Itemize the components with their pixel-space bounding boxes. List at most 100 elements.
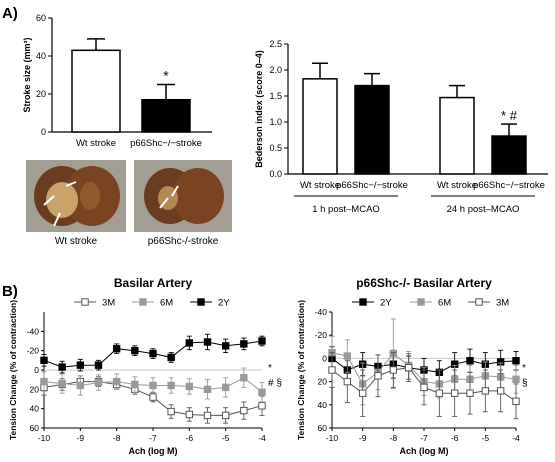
brain-label-wt: Wt stroke <box>55 236 98 247</box>
chart-stroke-size: 0 20 40 60 Stroke size (mm³) Wt stroke * p66Shc… <box>22 13 212 149</box>
bar <box>71 49 121 133</box>
significance-mark: # § <box>268 378 282 389</box>
y-tick-label: -40 <box>27 326 40 336</box>
y-tick-label: 40 <box>36 51 46 61</box>
legend-label: 6M <box>438 298 451 309</box>
legend: 2Y 6M 3M <box>352 298 509 309</box>
y-tick-label: 60 <box>36 13 46 23</box>
data-point <box>420 383 428 392</box>
x-tick-label: -9 <box>359 433 367 443</box>
data-point <box>328 366 336 374</box>
y-tick-label: -20 <box>27 346 40 356</box>
brain-label-p66: p66Shc-/-stroke <box>148 236 219 247</box>
data-point <box>203 338 212 346</box>
y-axis-label: Stroke size (mm³) <box>22 37 32 112</box>
data-point <box>203 385 212 394</box>
series-2Y <box>40 333 266 374</box>
legend-label: 3M <box>102 298 115 309</box>
y-tick-label: 0 <box>322 353 327 363</box>
y-tick-label: 60 <box>318 423 328 433</box>
brain-photo-wt <box>26 160 126 232</box>
data-point <box>112 345 121 353</box>
significance-mark: * <box>163 68 169 84</box>
data-point <box>185 410 194 419</box>
data-point <box>450 389 459 397</box>
y-tick-label: 20 <box>30 384 40 394</box>
data-point <box>40 377 48 386</box>
bar <box>354 84 390 175</box>
data-point <box>185 382 194 391</box>
data-point <box>203 411 212 420</box>
data-point <box>240 340 248 348</box>
x-tick-label: -10 <box>38 433 51 443</box>
data-point <box>496 387 505 395</box>
data-point <box>131 380 139 389</box>
data-point <box>58 379 66 388</box>
y-tick-label: 0.5 <box>269 143 282 153</box>
x-tick-label: -4 <box>512 433 520 443</box>
legend-label: 2Y <box>218 298 230 309</box>
x-tick-label: -7 <box>420 433 428 443</box>
data-point <box>240 406 248 415</box>
y-tick-label: 2.5 <box>269 39 282 49</box>
y-axis-label: Tension Change (% of contraction) <box>296 300 306 440</box>
series-3M <box>328 352 520 420</box>
y-tick-label: -20 <box>315 330 328 340</box>
series-6M <box>40 367 266 403</box>
chart-bederson: 0.0 0.5 1.0 1.5 2.0 2.5 Bederson index (score … <box>254 39 548 215</box>
data-point <box>185 339 194 347</box>
data-point <box>40 356 48 365</box>
y-tick-label: 1.0 <box>269 117 282 127</box>
data-point <box>149 349 157 358</box>
x-axis-label: Ach (log M) <box>400 446 449 456</box>
data-point <box>343 352 352 360</box>
y-tick-label: 60 <box>30 423 40 433</box>
y-tick-label: 20 <box>318 377 328 387</box>
group-label: 24 h post–MCAO <box>447 204 520 215</box>
x-tick-label: -6 <box>186 433 194 443</box>
data-point <box>359 298 367 306</box>
data-point <box>112 377 121 386</box>
y-tick-label: 20 <box>36 89 46 99</box>
data-point <box>81 298 89 306</box>
chart-basilar: Basilar Artery 3M 6M 2Y -40 -20 0 20 40 60-10 -9 -8… <box>8 276 282 456</box>
y-axis-label: Bederson index (score 0–4) <box>254 50 264 168</box>
category-label: Wt stroke <box>76 138 116 149</box>
category-label: p66Shc−/−stroke <box>473 180 545 191</box>
x-tick-label: -4 <box>258 433 266 443</box>
chart-p66-basilar: p66Shc-/- Basilar Artery 2Y 6M 3M -40 -20 0 20 4… <box>296 276 528 456</box>
x-tick-label: -8 <box>390 433 398 443</box>
category-label: p66Shc−/−stroke <box>336 180 408 191</box>
category-label: p66Shc−/−stroke <box>130 138 202 149</box>
significance-mark: § <box>522 378 528 389</box>
x-axis-label: Ach (log M) <box>129 446 178 456</box>
data-point <box>221 411 230 420</box>
y-tick-label: 0.0 <box>269 169 282 179</box>
data-point <box>167 407 175 416</box>
category-label: Wt stroke <box>300 180 340 191</box>
y-tick-label: 40 <box>318 400 328 410</box>
data-point <box>149 381 157 390</box>
data-point <box>76 361 85 369</box>
data-point <box>94 378 103 387</box>
data-point <box>466 357 474 365</box>
data-point <box>374 372 382 380</box>
data-point <box>167 381 175 390</box>
data-point <box>475 298 483 306</box>
y-tick-label: 40 <box>30 404 40 414</box>
y-tick-label: 2.0 <box>269 65 282 75</box>
chart-title: p66Shc-/- Basilar Artery <box>356 276 492 290</box>
data-point <box>139 298 147 306</box>
data-point <box>221 342 230 350</box>
legend: 3M 6M 2Y <box>74 298 230 309</box>
data-point <box>258 402 266 410</box>
y-tick-label: -40 <box>315 307 328 317</box>
significance-mark: * <box>522 363 526 374</box>
data-point <box>197 298 205 306</box>
data-point <box>389 366 398 374</box>
panel-label-a: A) <box>2 5 18 22</box>
data-point <box>404 363 413 372</box>
data-point <box>512 357 520 365</box>
data-point <box>131 346 139 355</box>
